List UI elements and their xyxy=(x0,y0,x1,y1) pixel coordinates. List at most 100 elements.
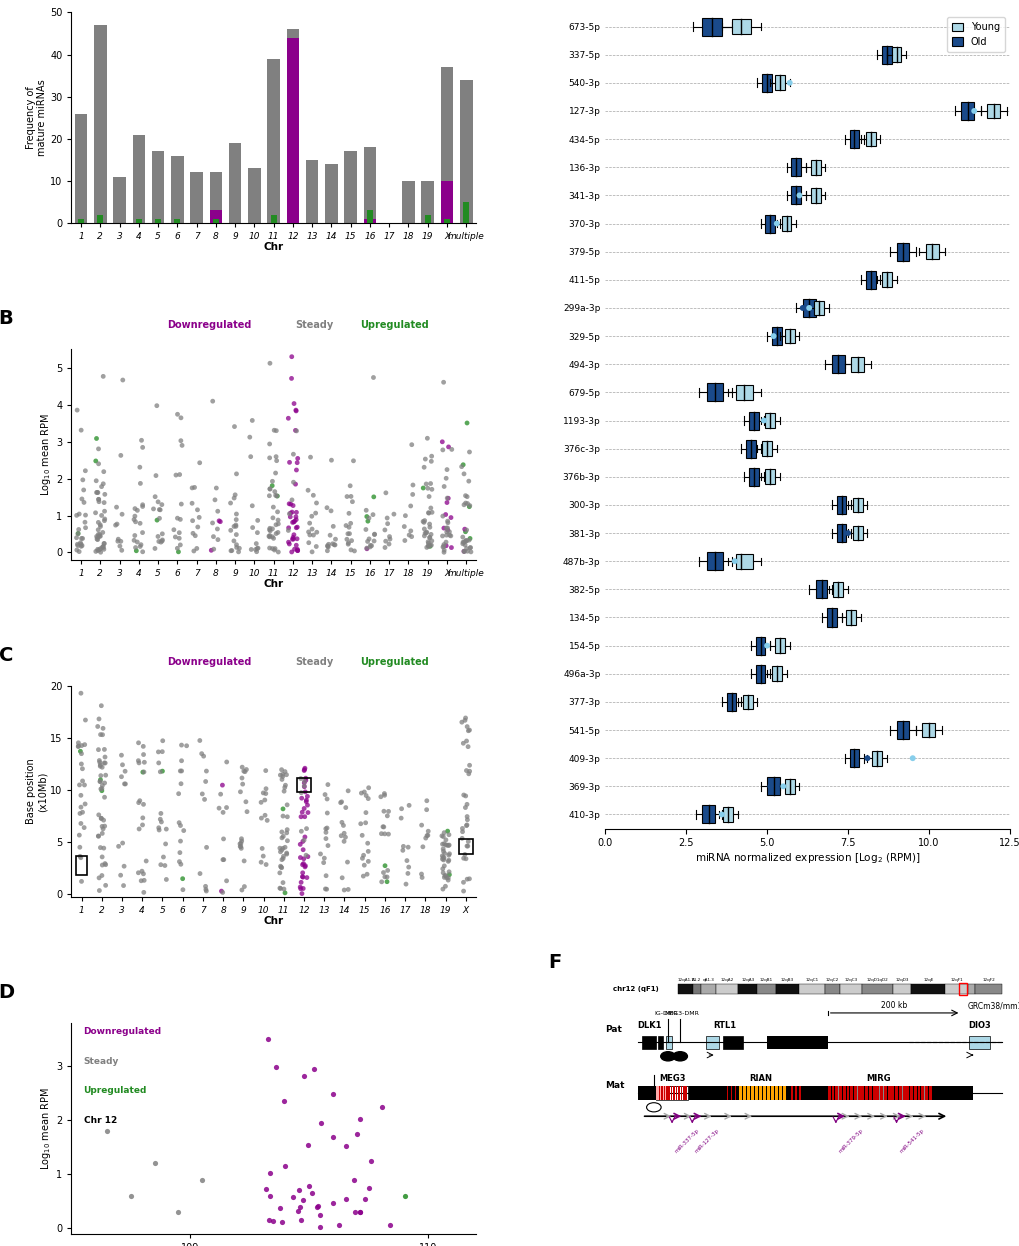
Point xyxy=(218,753,234,773)
Point xyxy=(420,502,436,522)
Point xyxy=(264,518,280,538)
Point xyxy=(439,518,455,538)
Point xyxy=(454,734,471,754)
Point xyxy=(398,851,415,871)
Bar xyxy=(857,1087,860,1100)
Point xyxy=(262,478,278,498)
Point xyxy=(304,506,320,526)
Bar xyxy=(730,1087,732,1100)
Point xyxy=(376,537,392,557)
Point xyxy=(439,821,455,841)
Point xyxy=(267,1058,283,1078)
Bar xyxy=(756,984,775,994)
Point xyxy=(419,826,435,846)
Point xyxy=(184,523,201,543)
Point xyxy=(419,429,435,449)
Point xyxy=(276,883,292,903)
Bar xyxy=(771,667,781,682)
Point xyxy=(376,520,392,540)
Point xyxy=(135,736,151,756)
Text: Downregulated: Downregulated xyxy=(84,1027,161,1037)
Bar xyxy=(853,1087,856,1100)
Point xyxy=(171,812,187,832)
Point xyxy=(169,538,185,558)
Point xyxy=(192,730,208,750)
Point xyxy=(273,770,289,790)
Point xyxy=(294,855,311,875)
Point xyxy=(434,839,450,858)
Point xyxy=(435,536,451,556)
Text: miR-337-5p: miR-337-5p xyxy=(674,1128,700,1154)
Point xyxy=(457,531,473,551)
Point xyxy=(227,485,244,505)
Point xyxy=(225,531,242,551)
Bar xyxy=(440,67,452,223)
Bar xyxy=(986,103,999,118)
Point xyxy=(258,855,274,875)
Bar xyxy=(881,46,891,64)
Bar xyxy=(891,1087,894,1100)
Point xyxy=(232,836,249,856)
Point xyxy=(68,506,85,526)
Point xyxy=(361,1177,377,1197)
Point xyxy=(70,520,87,540)
Text: 200 kb: 200 kb xyxy=(880,1002,907,1011)
Point xyxy=(261,527,277,547)
Point xyxy=(222,521,238,541)
Point xyxy=(378,867,394,887)
Point xyxy=(76,735,93,755)
Point xyxy=(459,412,475,432)
Point xyxy=(285,512,302,532)
Point xyxy=(438,460,454,480)
Point xyxy=(287,518,304,538)
Point xyxy=(394,840,411,860)
Point xyxy=(351,1202,367,1222)
Point xyxy=(422,536,438,556)
Bar xyxy=(693,984,700,994)
Text: 12qD3: 12qD3 xyxy=(895,978,908,982)
Point xyxy=(460,736,476,756)
Bar xyxy=(917,1087,919,1100)
Point xyxy=(233,758,250,778)
Point xyxy=(158,819,174,839)
Text: MEG3-DMR: MEG3-DMR xyxy=(664,1012,699,1017)
Bar xyxy=(783,1087,786,1100)
Point xyxy=(415,512,431,532)
Point xyxy=(233,831,250,851)
Bar xyxy=(76,856,87,875)
Legend: Young, Old: Young, Old xyxy=(946,17,1004,52)
Point xyxy=(192,452,208,472)
Point xyxy=(214,882,230,902)
Bar xyxy=(171,156,183,223)
Bar xyxy=(896,721,909,739)
Point xyxy=(421,515,437,535)
Point xyxy=(228,525,245,545)
Point xyxy=(299,795,315,815)
Point xyxy=(270,542,286,562)
Point xyxy=(463,542,479,562)
Point xyxy=(294,862,311,882)
Text: F: F xyxy=(548,953,561,972)
Point xyxy=(439,488,455,508)
Point xyxy=(294,1190,311,1210)
Point xyxy=(296,776,312,796)
Point xyxy=(305,486,321,506)
Point xyxy=(73,528,90,548)
Point xyxy=(97,485,113,505)
Point xyxy=(274,766,290,786)
Point xyxy=(72,533,89,553)
Point xyxy=(232,781,249,801)
Point xyxy=(441,844,458,863)
Point xyxy=(72,814,89,834)
Point xyxy=(77,505,94,525)
Point xyxy=(421,527,437,547)
Text: Downregulated: Downregulated xyxy=(166,657,251,667)
Point xyxy=(90,826,106,846)
Point xyxy=(345,1170,362,1190)
Point xyxy=(91,492,107,512)
Point xyxy=(296,854,312,873)
Point xyxy=(71,846,88,866)
Point xyxy=(381,530,397,549)
Point xyxy=(440,845,457,865)
Point xyxy=(434,858,450,878)
